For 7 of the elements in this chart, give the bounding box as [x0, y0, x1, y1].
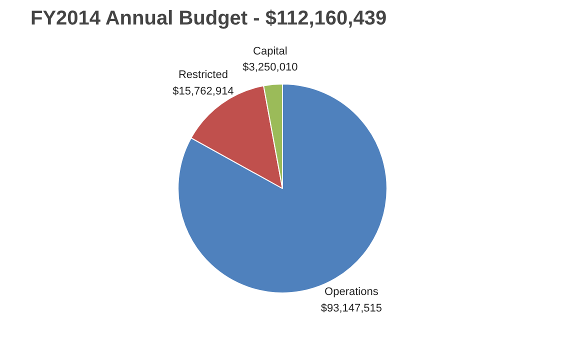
- data-label: $15,762,914: [172, 85, 234, 98]
- slice-label: Operations: [324, 286, 379, 298]
- chart-title: FY2014 Annual Budget - $112,160,439: [30, 8, 387, 30]
- slice-label: Restricted: [178, 69, 228, 82]
- data-label: $3,250,010: [242, 62, 298, 74]
- data-label: $93,147,515: [320, 302, 382, 314]
- slice-label: Capital: [253, 45, 288, 58]
